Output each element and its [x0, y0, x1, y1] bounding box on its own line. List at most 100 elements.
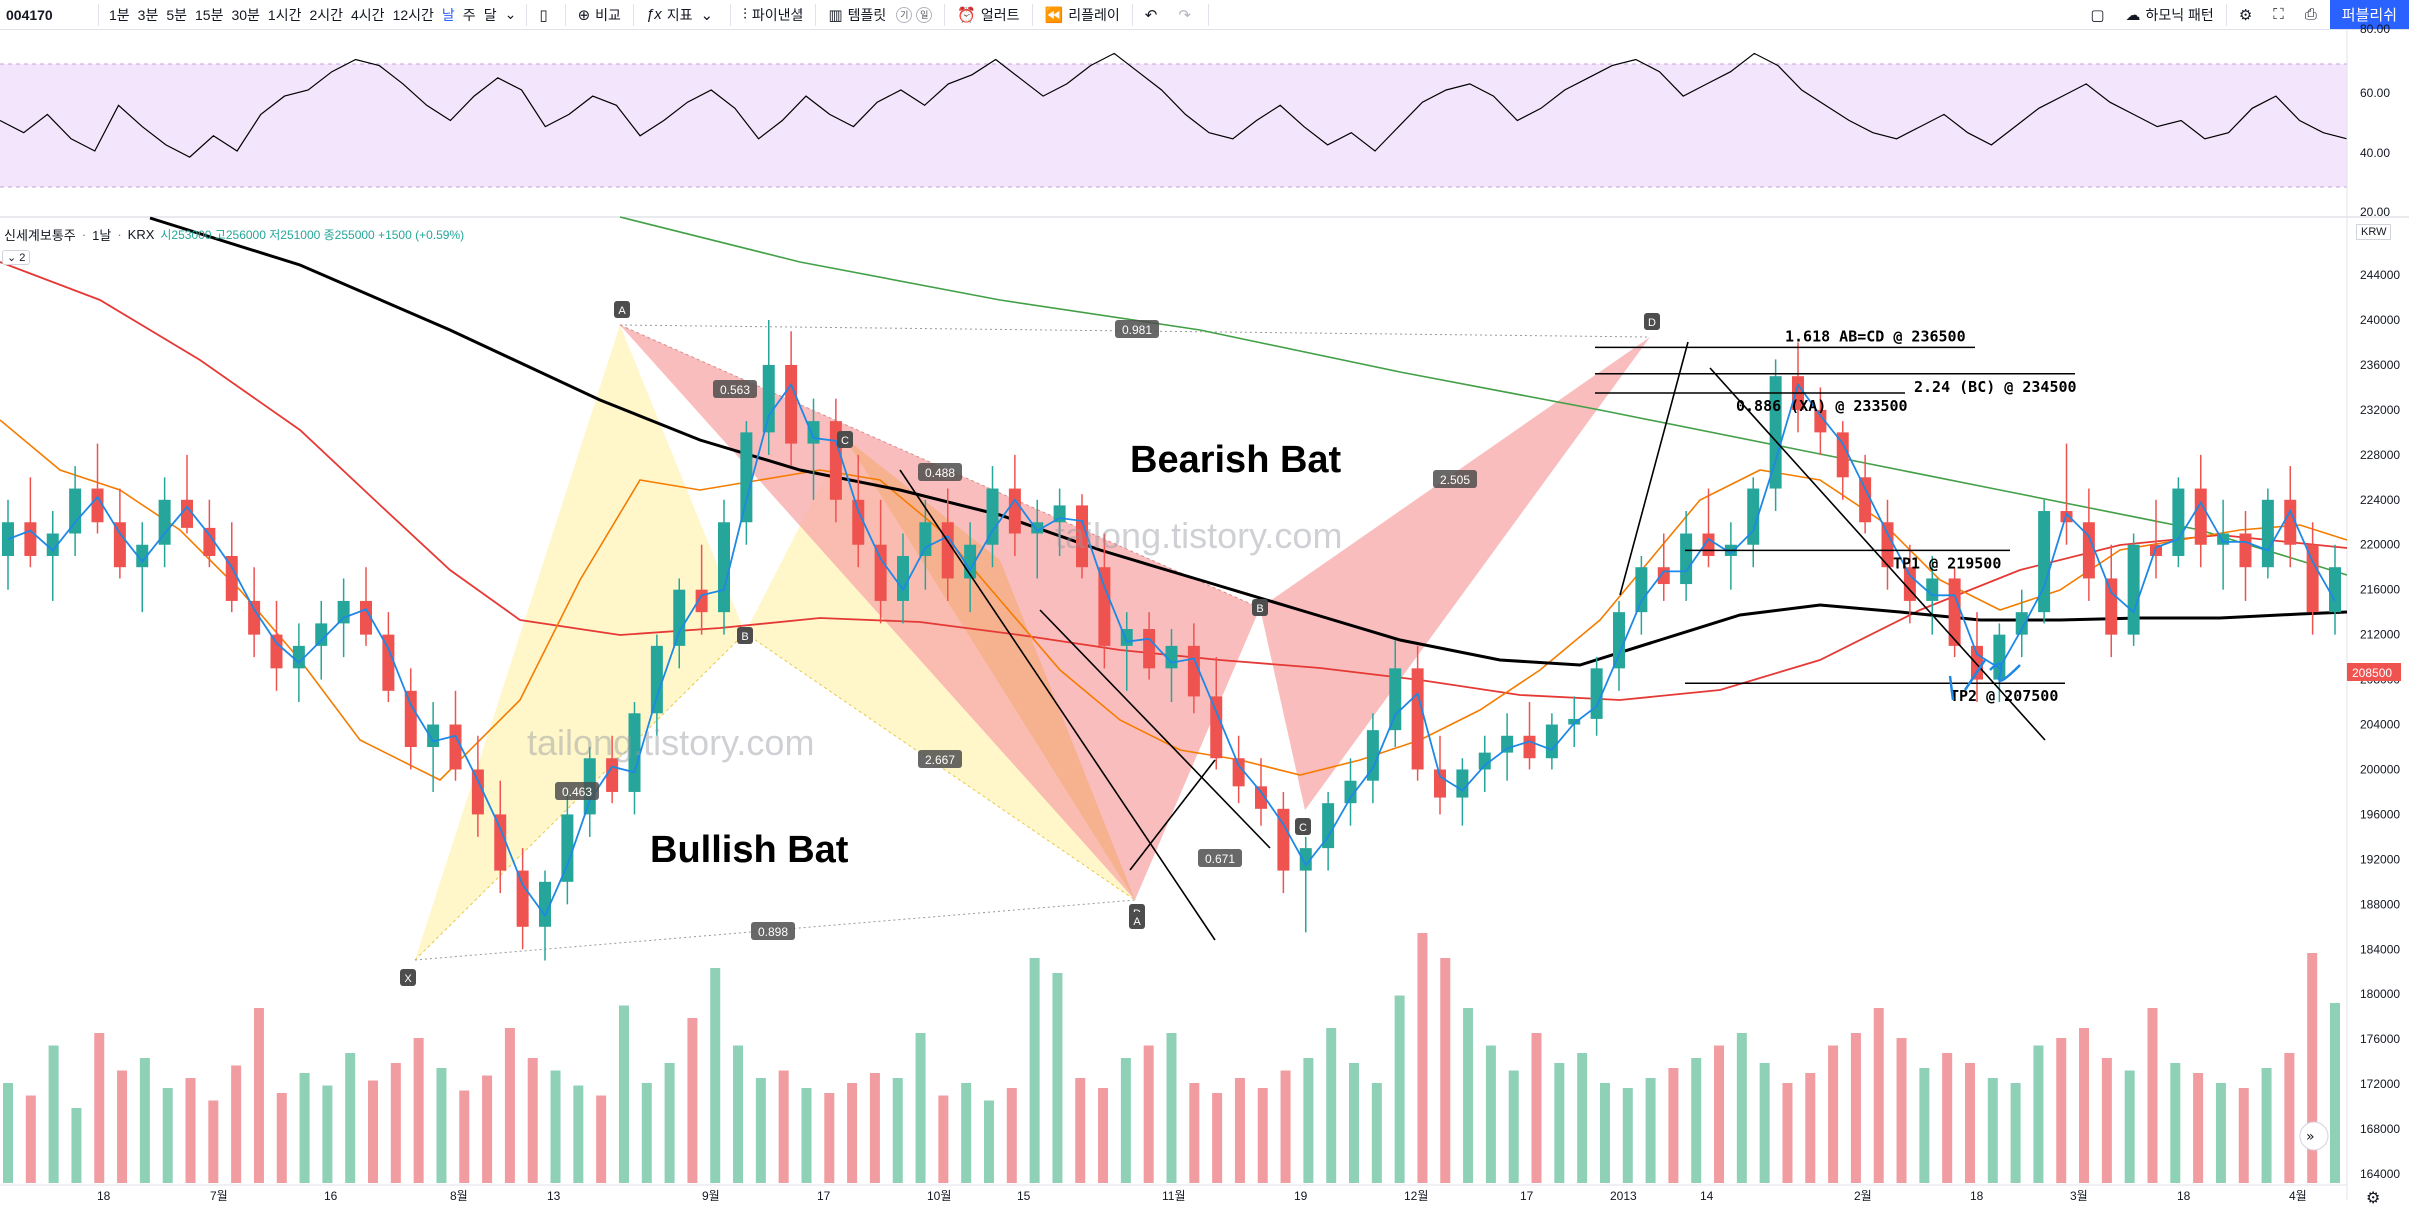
price-tick-label: 188000	[2360, 897, 2400, 911]
candle-body	[449, 724, 462, 770]
candle-body	[1322, 803, 1335, 849]
settings-button[interactable]: ⚙	[2231, 0, 2265, 29]
symbol-search[interactable]: 004170	[6, 6, 53, 23]
fullscreen-button[interactable]: ⛶	[2265, 0, 2297, 29]
volume-bar	[482, 1075, 493, 1183]
toolbar-divider	[1131, 3, 1133, 26]
timeframe-1m[interactable]: 1분	[109, 6, 130, 23]
time-tick-label: 18	[1970, 1189, 1984, 1203]
ratio-badge	[918, 463, 962, 481]
time-tick-label: 3월	[2070, 1189, 2088, 1203]
ema-blue-line	[7, 382, 2336, 918]
collapse-indicators-button[interactable]: ⌄ 2	[2, 250, 31, 265]
camera-icon: ⎙	[2304, 6, 2317, 23]
time-tick-label: 12월	[1404, 1189, 1428, 1203]
candle-body	[203, 527, 216, 556]
double-chevron-right-icon[interactable]: »	[2306, 1129, 2315, 1145]
volume-bar	[1052, 973, 1063, 1183]
alert-button[interactable]: ⏰ 얼러트	[949, 0, 1027, 29]
volume-bar	[276, 1093, 287, 1183]
candle-body	[158, 499, 171, 545]
trendline	[1039, 609, 1271, 849]
templates-icon: ▥	[828, 6, 843, 24]
harmonic-pattern-button[interactable]: ☁ 하모닉 패턴	[2118, 0, 2222, 29]
pattern-point-text: B	[1256, 603, 1263, 615]
top-toolbar: 004170 1분 3분 5분 15분 30분 1시간 2시간 4시간 12시간…	[0, 0, 2409, 30]
pattern-point-badge	[400, 969, 416, 986]
time-tick-label: 9월	[702, 1189, 720, 1203]
toolbar-divider	[1207, 3, 1209, 26]
timeframe-day[interactable]: 날	[441, 6, 455, 23]
volume-bar	[1349, 1063, 1360, 1183]
candle-body	[2261, 499, 2274, 568]
timeframe-12h[interactable]: 12시간	[392, 6, 434, 23]
candle-body	[1747, 488, 1760, 545]
candle-body	[24, 522, 37, 556]
publish-button[interactable]: 퍼블리쉬	[2329, 0, 2409, 29]
template-badge[interactable]: 일	[916, 6, 933, 23]
legend-ohlc: 시253000 고256000 저251000 종255000 +1500 (+…	[160, 228, 465, 242]
time-tick-label: 18	[97, 1189, 111, 1203]
timeframe-30m[interactable]: 30분	[231, 6, 260, 23]
candle-body	[1434, 769, 1446, 798]
replay-button[interactable]: ⏪ 리플레이	[1037, 0, 1128, 29]
compare-button[interactable]: ⊕ 비교	[570, 0, 629, 29]
candle-body	[650, 645, 663, 714]
volume-bar	[368, 1080, 379, 1183]
timeframe-month[interactable]: 달	[483, 6, 497, 23]
ratio-badge-text: 2.667	[925, 753, 955, 767]
rsi-tick-label: 60.00	[2360, 86, 2390, 100]
volume-bar	[231, 1065, 242, 1183]
financials-button[interactable]: ⫶ 파이낸셜	[735, 0, 811, 29]
indicators-label: 지표	[666, 6, 693, 23]
time-tick-label: 11월	[1162, 1189, 1186, 1203]
candle-body	[1926, 578, 1939, 601]
timeframe-5m[interactable]: 5분	[166, 6, 188, 23]
scroll-button-bg[interactable]	[2299, 1121, 2329, 1151]
timeframe-1h[interactable]: 1시간	[267, 6, 302, 23]
volume-bar	[801, 1088, 812, 1183]
timeframe-3m[interactable]: 3분	[137, 6, 159, 23]
volume-bar	[1987, 1078, 1998, 1183]
chevron-down-icon[interactable]: ⌄	[504, 6, 517, 22]
candle-body	[2015, 612, 2028, 635]
volume-bar	[253, 1008, 264, 1183]
legend-name[interactable]: 신세계보통주	[4, 228, 76, 243]
volume-bar	[2147, 1008, 2158, 1183]
timeframe-2h[interactable]: 2시간	[309, 6, 344, 23]
templates-button[interactable]: ▥ 템플릿 기 일	[820, 0, 940, 29]
template-badge[interactable]: 기	[896, 6, 913, 23]
target-level-label: 1.618 AB=CD @ 236500	[1785, 327, 1966, 345]
timeframe-4h[interactable]: 4시간	[351, 6, 385, 23]
price-tick-label: 196000	[2360, 807, 2400, 821]
timeframe-week[interactable]: 주	[462, 6, 476, 23]
settings-corner-button[interactable]: ⚙	[2366, 1188, 2380, 1207]
volume-bar	[1759, 1063, 1770, 1183]
timeframe-15m[interactable]: 15분	[195, 6, 224, 23]
volume-bar	[1006, 1088, 1017, 1183]
gear-icon[interactable]: ⚙	[2366, 1188, 2380, 1207]
volume-bar	[1508, 1070, 1519, 1183]
snapshot-button[interactable]: ⎙	[2297, 0, 2330, 29]
redo-button[interactable]: ↷	[1170, 0, 1204, 29]
layout-button[interactable]: ▢	[2082, 0, 2117, 29]
redo-icon: ↷	[1178, 6, 1191, 24]
volume-bar	[2307, 953, 2318, 1183]
candle-body	[941, 522, 954, 579]
candle-body	[1366, 730, 1379, 781]
price-tick-label: 176000	[2360, 1032, 2400, 1046]
scroll-to-end-button[interactable]: »	[2299, 1121, 2329, 1151]
candle-body	[1143, 629, 1156, 669]
volume-bar	[1303, 1058, 1314, 1183]
currency-selector[interactable]: KRW	[2356, 224, 2392, 240]
toolbar-divider	[944, 3, 946, 26]
volume-bar	[436, 1068, 447, 1183]
pattern-point-badge	[837, 431, 853, 448]
undo-button[interactable]: ↶	[1137, 0, 1171, 29]
indicators-button[interactable]: ƒx 지표 ⌄	[638, 0, 726, 29]
time-tick-label: 2월	[1854, 1189, 1872, 1203]
chart-type-button[interactable]: ▯	[531, 0, 560, 29]
candle-body	[1859, 477, 1872, 523]
candle-body	[1613, 612, 1625, 669]
